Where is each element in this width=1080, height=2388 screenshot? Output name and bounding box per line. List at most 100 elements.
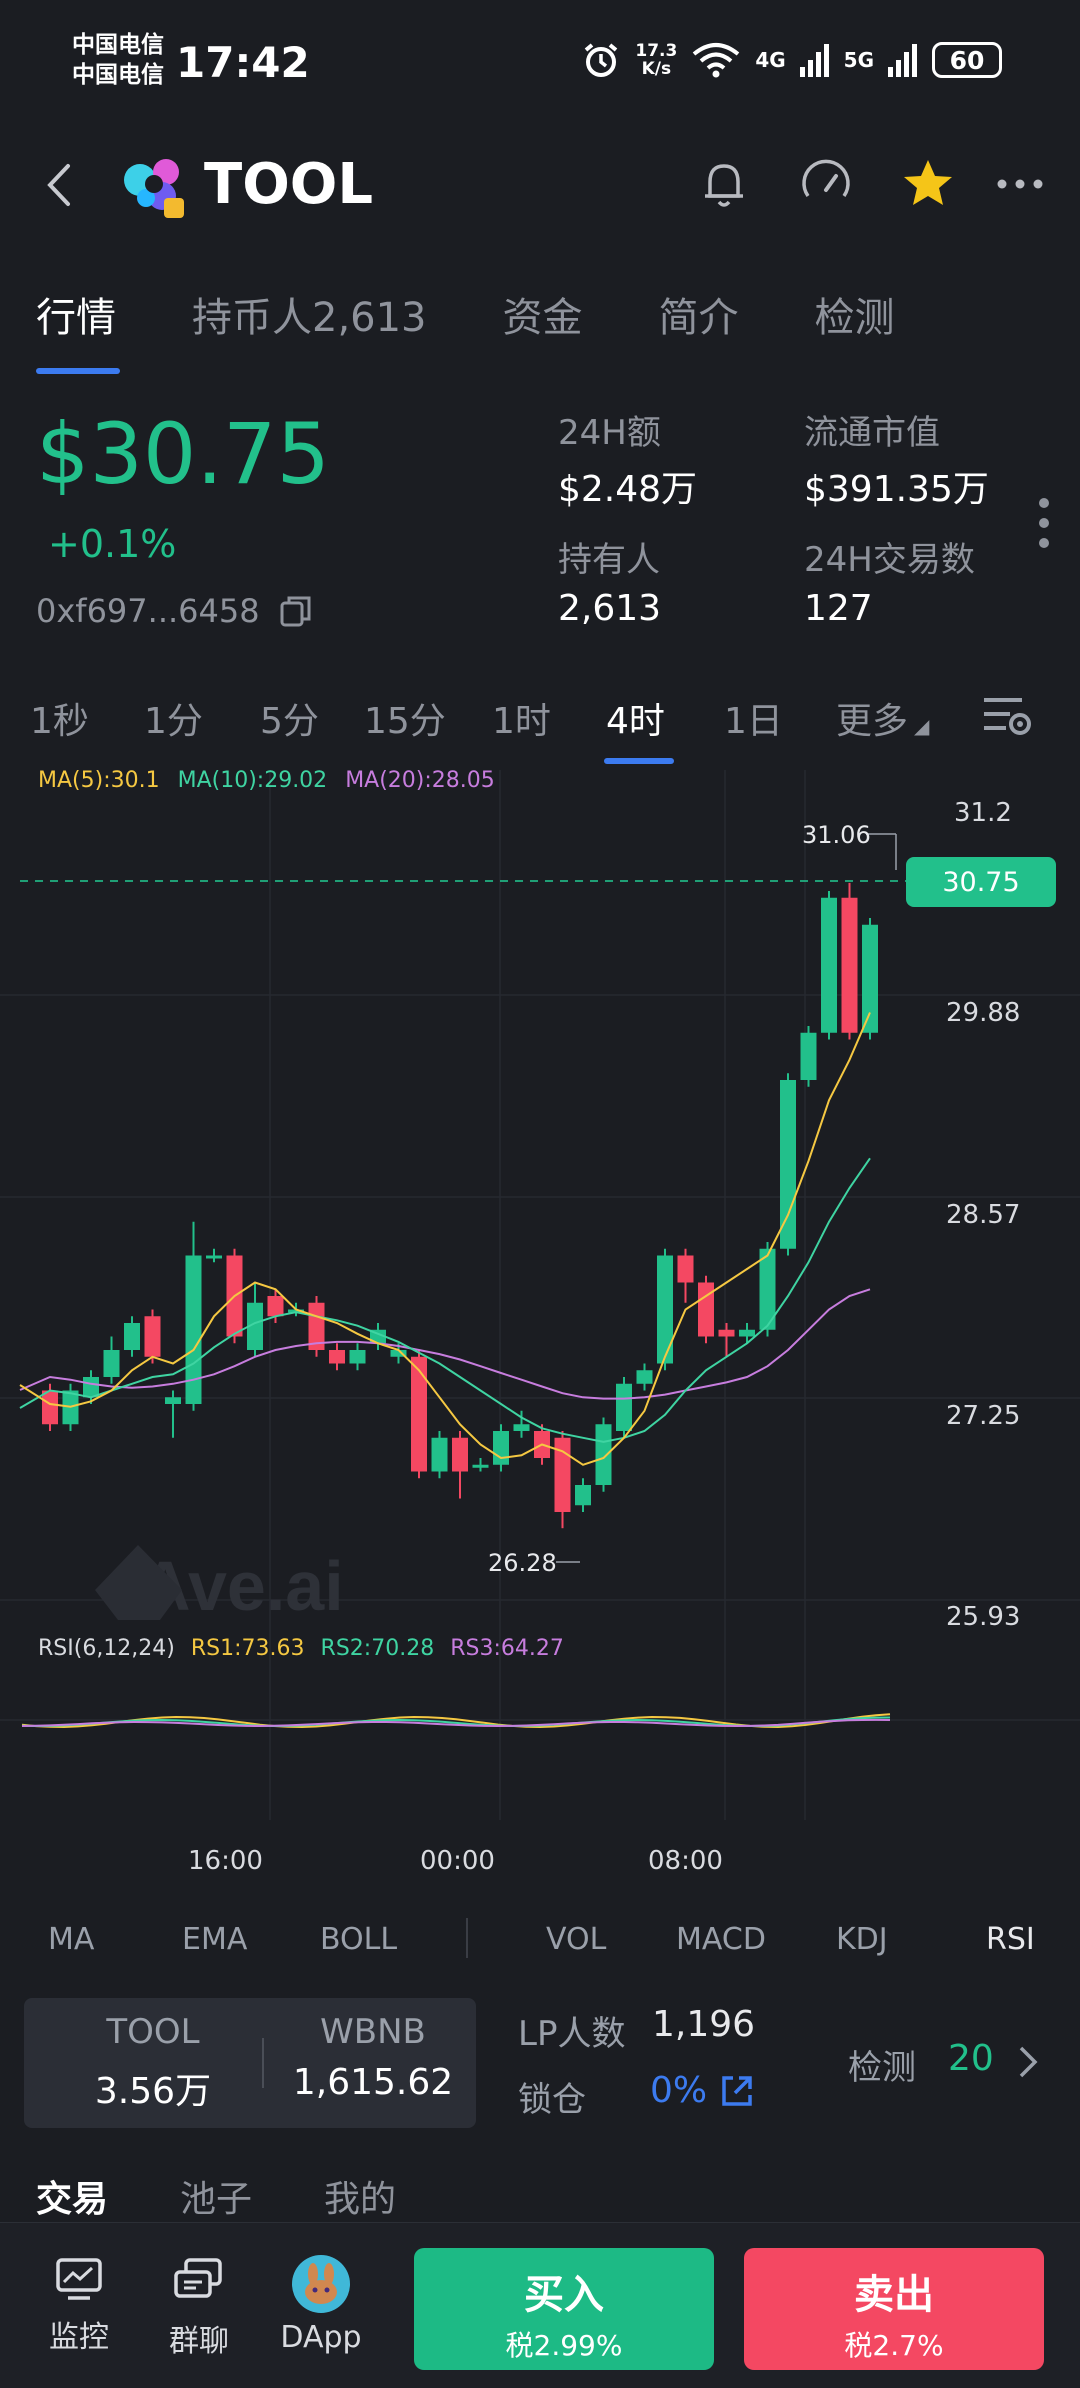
chevron-right-icon[interactable]	[1016, 2044, 1040, 2080]
candle-body	[759, 1248, 776, 1330]
tab-holders[interactable]: 持币人2,613	[192, 295, 427, 341]
indicator-macd[interactable]: MACD	[676, 1922, 766, 1957]
nav-group-chat[interactable]: 群聊	[144, 2256, 254, 2360]
candle-body	[595, 1424, 612, 1485]
vol24h-value: $2.48万	[558, 469, 698, 510]
status-bar: 中国电信 中国电信 17:42 17.3 K/s 4G 5G 60	[0, 0, 1080, 120]
signal-bars-icon	[799, 44, 829, 77]
price-change: +0.1%	[48, 522, 177, 566]
vol24h-label: 24H额	[558, 413, 661, 453]
pool-divider	[262, 2038, 264, 2088]
sell-label: 卖出	[854, 2272, 934, 2318]
tab-check[interactable]: 检测	[814, 295, 895, 341]
net-speed-unit: K/s	[641, 59, 672, 79]
battery-indicator: 60	[932, 42, 1002, 78]
interval-5m[interactable]: 5分	[260, 701, 319, 742]
candle-body	[739, 1329, 755, 1337]
price-chart[interactable]: Ave.ai 31.06 26.28	[0, 760, 1080, 1840]
indicator-boll[interactable]: BOLL	[320, 1922, 398, 1957]
status-icons: 17.3 K/s 4G 5G 60	[581, 40, 1002, 80]
y-label-4: 25.93	[946, 1602, 1021, 1632]
current-price-tag: 30.75	[906, 857, 1056, 907]
y-label-0: 31.2	[954, 798, 1012, 828]
signal-4g-label: 4G	[755, 48, 786, 72]
interval-1h[interactable]: 1时	[492, 701, 551, 742]
holders-label: 持有人	[558, 540, 660, 580]
candle-body	[636, 1370, 653, 1384]
candle-body	[165, 1397, 181, 1404]
interval-15m[interactable]: 15分	[364, 701, 446, 742]
main-tabs: 行情 持币人2,613 资金 简介 检测	[36, 285, 971, 343]
candle-body	[452, 1437, 468, 1472]
interval-4h[interactable]: 4时	[606, 701, 665, 742]
candle-body	[267, 1296, 284, 1317]
signal-bars-icon-2	[888, 44, 917, 77]
external-link-icon	[722, 2075, 752, 2106]
candle-body	[206, 1255, 222, 1259]
lp-count-value: 1,196	[652, 2004, 756, 2045]
low-marker: 26.28	[488, 1549, 580, 1577]
status-time: 17:42	[176, 38, 310, 87]
indicator-ema[interactable]: EMA	[182, 1922, 248, 1957]
rsi3-line	[21, 1718, 891, 1728]
x-label-2: 08:00	[648, 1846, 723, 1876]
signal-5g-label: 5G	[843, 48, 874, 72]
check-label[interactable]: 检测	[848, 2048, 916, 2088]
back-icon[interactable]	[40, 160, 80, 210]
vertical-more-icon[interactable]	[1036, 495, 1052, 551]
token-name: TOOL	[204, 152, 374, 217]
nav-monitor[interactable]: 监控	[24, 2256, 134, 2356]
indicator-ma[interactable]: MA	[48, 1922, 95, 1957]
candle-body	[247, 1302, 263, 1350]
indicator-vol[interactable]: VOL	[546, 1922, 607, 1957]
ma20-legend: MA(20):28.05	[345, 768, 495, 793]
indicator-rsi[interactable]: RSI	[986, 1922, 1035, 1957]
star-icon[interactable]	[896, 152, 960, 216]
mcap-label: 流通市值	[804, 413, 940, 453]
tab-trade[interactable]: 交易	[36, 2179, 109, 2220]
pool-base-value: 1,615.62	[292, 2062, 454, 2103]
token-logo-icon	[124, 159, 184, 218]
lock-link[interactable]: 0%	[650, 2070, 755, 2111]
interval-1d[interactable]: 1日	[724, 701, 783, 742]
chart-settings-icon[interactable]	[982, 694, 1034, 740]
bell-icon[interactable]	[692, 152, 756, 216]
gauge-icon[interactable]	[794, 152, 858, 216]
candles-group	[42, 882, 878, 1529]
buy-button[interactable]: 买入 税2.99%	[414, 2248, 714, 2370]
tab-mine[interactable]: 我的	[324, 2179, 397, 2220]
interval-1s[interactable]: 1秒	[30, 701, 89, 742]
rs2-legend: RS2:70.28	[320, 1636, 435, 1661]
copy-icon[interactable]	[278, 593, 314, 629]
candle-body	[698, 1282, 714, 1337]
candle-body	[472, 1464, 489, 1468]
candle-body	[554, 1437, 571, 1512]
ma20-line	[19, 1288, 871, 1400]
triangle-icon: ◢	[914, 714, 930, 738]
candle-body	[657, 1255, 673, 1364]
tab-pool[interactable]: 池子	[180, 2179, 253, 2220]
rsi-legend: RSI(6,12,24) RS1:73.63 RS2:70.28 RS3:64.…	[38, 1636, 564, 1661]
candle-body	[103, 1350, 120, 1377]
more-icon[interactable]	[988, 152, 1052, 216]
interval-more[interactable]: 更多 ◢	[836, 692, 929, 744]
candle-body	[390, 1350, 407, 1357]
check-score[interactable]: 20	[948, 2038, 994, 2079]
ma-legend: MA(5):30.1 MA(10):29.02 MA(20):28.05	[38, 768, 495, 793]
wifi-icon	[693, 43, 740, 78]
carrier-2: 中国电信	[72, 62, 164, 88]
sell-button[interactable]: 卖出 税2.7%	[744, 2248, 1044, 2370]
net-speed: 17.3 K/s	[635, 42, 677, 78]
tab-intro[interactable]: 简介	[658, 295, 739, 341]
holders-value: 2,613	[558, 588, 662, 629]
nav-dapp[interactable]: DApp	[266, 2254, 376, 2355]
interval-1m[interactable]: 1分	[144, 701, 203, 742]
ma10-line	[19, 1157, 871, 1443]
tab-market[interactable]: 行情	[36, 295, 116, 341]
liquidity-pool-card: TOOL 3.56万 WBNB 1,615.62	[24, 1998, 476, 2128]
interval-more-label: 更多	[836, 701, 909, 742]
candle-body	[431, 1437, 448, 1472]
rs3-legend: RS3:64.27	[450, 1636, 564, 1661]
tab-funds[interactable]: 资金	[502, 295, 583, 341]
indicator-kdj[interactable]: KDJ	[836, 1922, 888, 1957]
